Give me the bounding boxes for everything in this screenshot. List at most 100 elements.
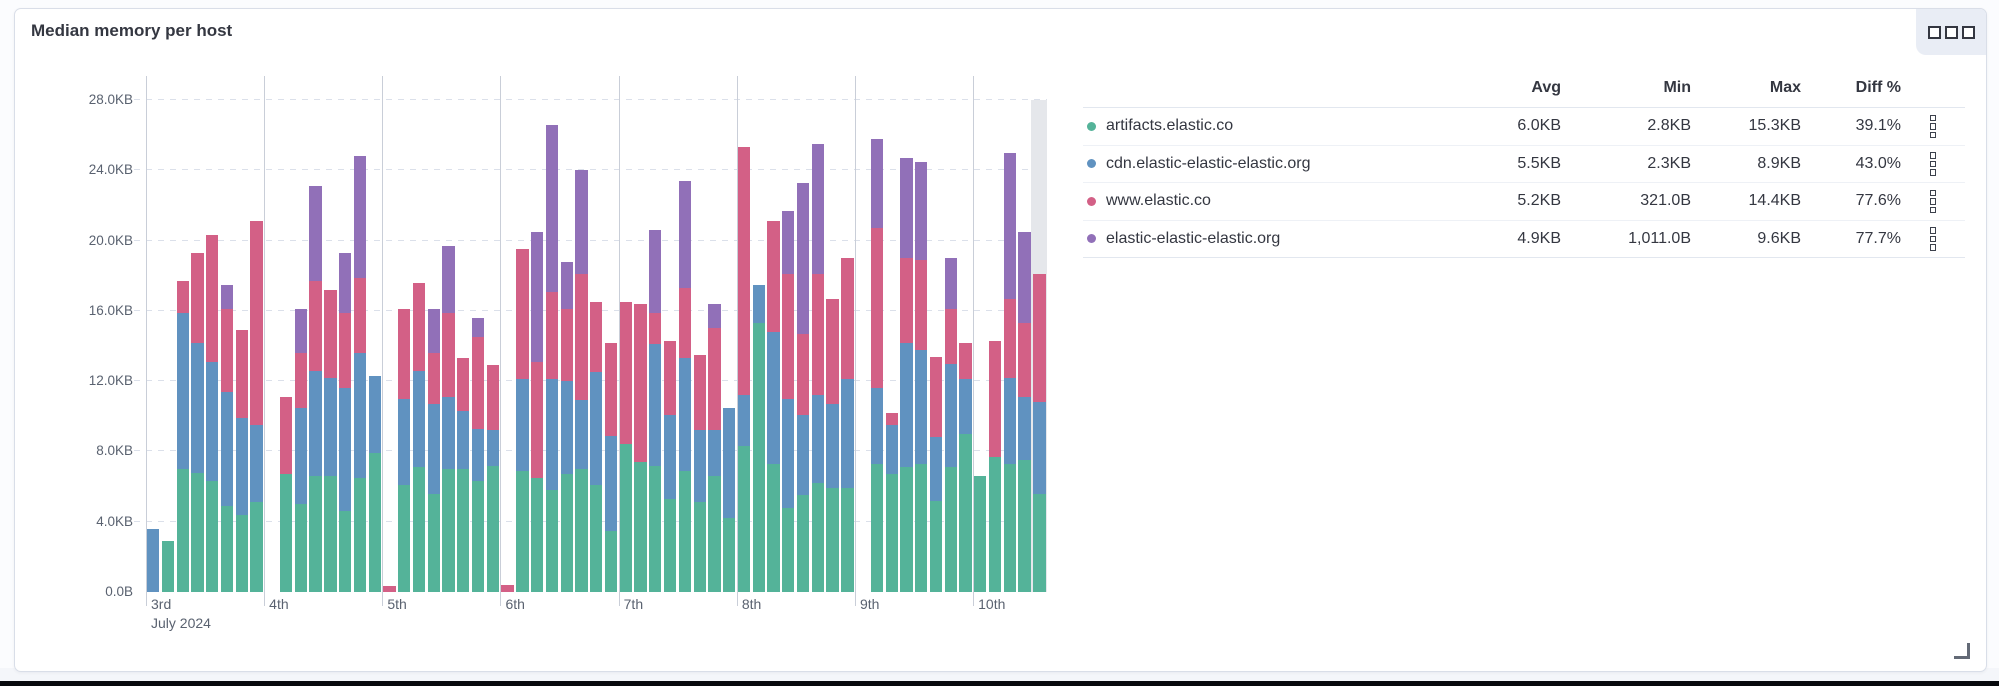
bar-6th[interactable] <box>501 584 514 592</box>
bar-6th[interactable] <box>516 249 529 592</box>
boxes-vertical-icon[interactable] <box>1926 223 1941 255</box>
legend-series-name[interactable]: artifacts.elastic.co <box>1083 117 1431 135</box>
bar-7th[interactable] <box>708 303 721 592</box>
bar-segment-elastic-elastic-elastic.org <box>339 252 352 313</box>
bar-3rd[interactable] <box>250 221 263 592</box>
bar-5th[interactable] <box>442 245 455 592</box>
bar-5th[interactable] <box>471 317 485 592</box>
bar-3rd[interactable] <box>176 281 189 592</box>
bar-6th[interactable] <box>531 231 544 592</box>
boxes-vertical-icon-square <box>1929 244 1937 251</box>
legend-row-actions <box>1901 223 1965 255</box>
boxes-vertical-icon[interactable] <box>1926 186 1941 218</box>
bar-9th[interactable] <box>870 138 884 592</box>
bar-segment-www.elastic.co <box>678 288 692 359</box>
bar-8th[interactable] <box>767 221 780 592</box>
bar-5th[interactable] <box>412 282 426 592</box>
bar-7th[interactable] <box>678 180 692 592</box>
bar-segment-cdn.elastic-elastic-elastic.org <box>1018 396 1031 461</box>
panel-resize-handle[interactable] <box>1954 643 1970 659</box>
legend-value-avg: 5.2KB <box>1517 192 1561 210</box>
bar-segment-cdn.elastic-elastic-elastic.org <box>723 407 736 519</box>
bar-3rd[interactable] <box>206 235 219 592</box>
bar-4th[interactable] <box>339 252 352 592</box>
bar-segment-cdn.elastic-elastic-elastic.org <box>604 435 618 531</box>
bar-6th[interactable] <box>575 170 588 592</box>
bar-7th[interactable] <box>619 302 632 592</box>
bar-segment-cdn.elastic-elastic-elastic.org <box>870 388 884 464</box>
boxes-vertical-icon-square <box>1929 131 1937 138</box>
panel-options-button[interactable] <box>1916 9 1986 55</box>
bar-3rd[interactable] <box>191 252 204 592</box>
bar-8th[interactable] <box>811 143 824 592</box>
bar-9th[interactable] <box>885 412 898 592</box>
legend-series-name[interactable]: www.elastic.co <box>1083 192 1431 210</box>
bar-5th[interactable] <box>486 365 500 592</box>
bar-6th[interactable] <box>604 342 618 592</box>
bar-8th[interactable] <box>782 210 795 592</box>
bar-7th[interactable] <box>634 303 647 592</box>
bar-10th[interactable] <box>974 476 987 592</box>
legend-series-name[interactable]: elastic-elastic-elastic.org <box>1083 230 1431 248</box>
bar-6th[interactable] <box>560 261 573 592</box>
bar-5th[interactable] <box>457 358 470 592</box>
legend-series-name[interactable]: cdn.elastic-elastic-elastic.org <box>1083 155 1431 173</box>
bar-10th[interactable] <box>1033 273 1046 592</box>
bar-4th[interactable] <box>324 289 337 592</box>
bar-5th[interactable] <box>383 586 396 592</box>
bar-segment-cdn.elastic-elastic-elastic.org <box>235 418 248 515</box>
y-axis-tick-label: 16.0KB <box>88 302 133 318</box>
bar-5th[interactable] <box>398 309 411 592</box>
bottom-edge-strip <box>0 681 1999 686</box>
bar-9th[interactable] <box>900 158 913 592</box>
legend-value-avg: 6.0KB <box>1517 117 1561 135</box>
bar-9th[interactable] <box>944 258 957 592</box>
bar-8th[interactable] <box>841 258 854 592</box>
bar-segment-artifacts.elastic.co <box>442 469 455 592</box>
bar-segment-artifacts.elastic.co <box>486 465 500 592</box>
bar-7th[interactable] <box>649 230 662 592</box>
bar-9th[interactable] <box>929 356 943 592</box>
bar-6th[interactable] <box>545 124 559 592</box>
bar-segment-www.elastic.co <box>501 584 514 592</box>
bar-7th[interactable] <box>723 407 736 592</box>
bar-3rd[interactable] <box>147 528 160 592</box>
bar-8th[interactable] <box>796 182 810 592</box>
bar-segment-artifacts.elastic.co <box>516 470 529 592</box>
bar-segment-www.elastic.co <box>398 309 411 399</box>
boxes-vertical-icon[interactable] <box>1926 148 1941 180</box>
panel-title[interactable]: Median memory per host <box>31 21 233 40</box>
bar-4th[interactable] <box>279 396 293 592</box>
bar-segment-www.elastic.co <box>811 273 824 396</box>
boxes-vertical-icon[interactable] <box>1926 111 1941 143</box>
bar-10th[interactable] <box>988 340 1002 592</box>
bar-segment-www.elastic.co <box>279 396 293 475</box>
bar-7th[interactable] <box>663 340 677 592</box>
bar-9th[interactable] <box>915 161 928 592</box>
bar-4th[interactable] <box>309 186 322 592</box>
legend-header-max: Max <box>1769 79 1801 96</box>
bar-9th[interactable] <box>959 342 972 592</box>
bar-3rd[interactable] <box>161 541 175 592</box>
bar-segment-elastic-elastic-elastic.org <box>678 180 692 289</box>
bar-4th[interactable] <box>294 309 307 592</box>
bar-segment-cdn.elastic-elastic-elastic.org <box>442 396 455 469</box>
bar-10th[interactable] <box>1018 231 1031 592</box>
bar-8th[interactable] <box>737 147 751 592</box>
bar-5th[interactable] <box>427 309 440 592</box>
bar-3rd[interactable] <box>220 284 234 592</box>
boxes-vertical-icon-square <box>1929 189 1937 196</box>
bar-4th[interactable] <box>368 375 381 592</box>
bar-6th[interactable] <box>590 302 603 592</box>
bar-segment-www.elastic.co <box>339 312 352 389</box>
bar-segment-artifacts.elastic.co <box>206 481 219 592</box>
bar-10th[interactable] <box>1003 152 1016 592</box>
bar-8th[interactable] <box>826 298 839 592</box>
legend-value-min: 1,011.0B <box>1628 229 1691 247</box>
bar-3rd[interactable] <box>235 330 248 592</box>
bar-4th[interactable] <box>353 156 367 592</box>
bar-7th[interactable] <box>693 354 706 592</box>
bar-segment-www.elastic.co <box>1033 273 1046 403</box>
bar-segment-elastic-elastic-elastic.org <box>1018 231 1031 324</box>
bar-8th[interactable] <box>752 284 765 592</box>
